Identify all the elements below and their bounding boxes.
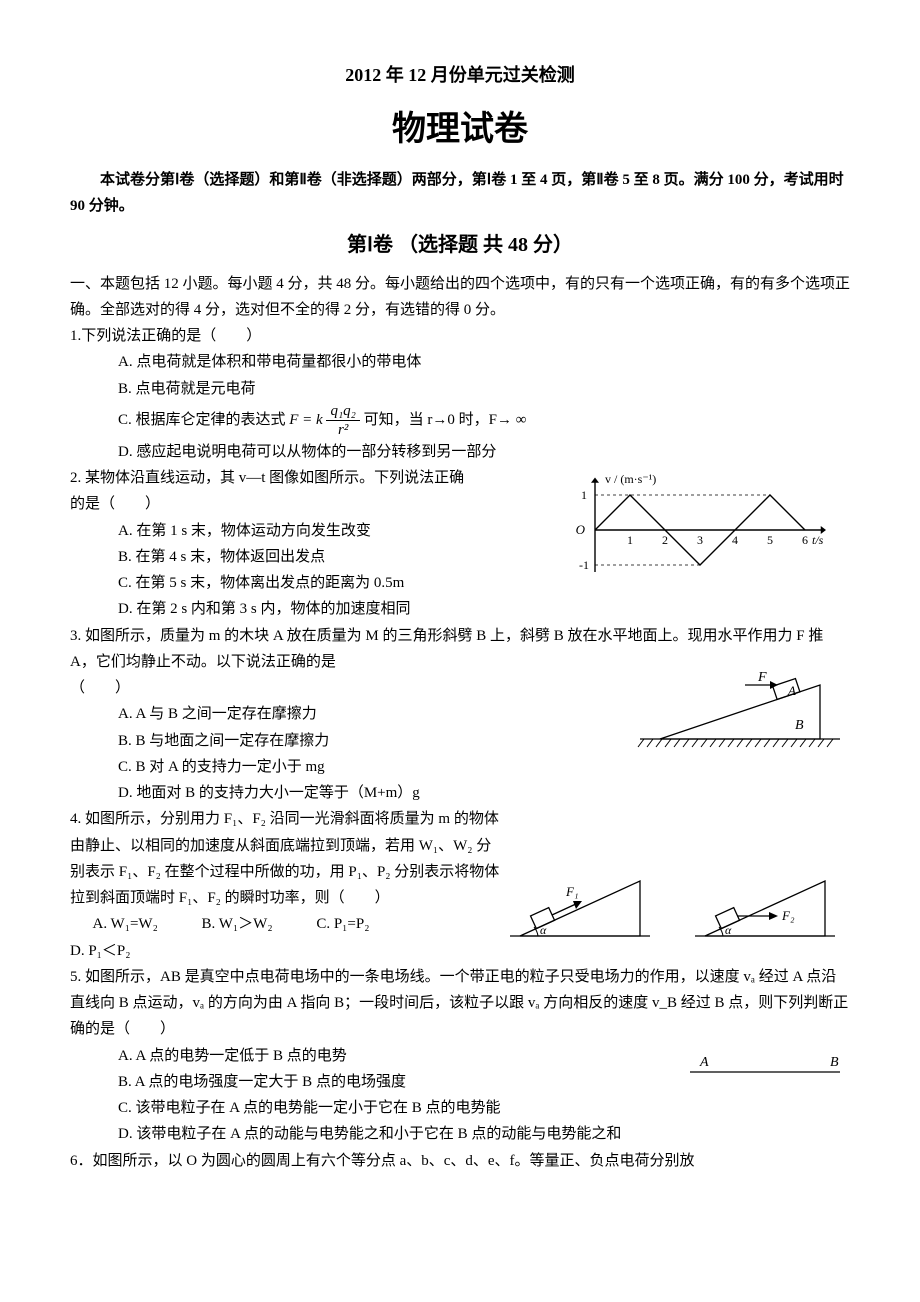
section-title: 第Ⅰ卷 （选择题 共 48 分） bbox=[70, 228, 850, 263]
svg-text:6: 6 bbox=[802, 533, 808, 547]
q2: 2. 某物体沿直线运动，其 v—t 图像如图所示。下列说法正确 的是（ ） A.… bbox=[70, 465, 850, 623]
q1: 1.下列说法正确的是（ ） A. 点电荷就是体积和带电荷量都很小的带电体 B. … bbox=[70, 323, 850, 465]
q4-options-line: A. W₁=W₂ B. W₁＞W₂ C. P₁=P₂ bbox=[93, 911, 501, 937]
q2-stem2: 的是（ ） bbox=[70, 491, 500, 517]
q4: 4. 如图所示，分别用力 F₁、F₂ 沿同一光滑斜面将质量为 m 的物体由静止、… bbox=[70, 806, 850, 937]
q5-optD: D. 该带电粒子在 A 点的动能与电势能之和小于它在 B 点的动能与电势能之和 bbox=[118, 1121, 850, 1147]
svg-text:F₁: F₁ bbox=[565, 884, 578, 899]
q1-optC: C. 根据库仑定律的表达式 F = k q₁q₂ r² 可知，当 r→0 时，F… bbox=[118, 402, 850, 439]
q5-figure: AB bbox=[680, 1052, 850, 1082]
q1-optD: D. 感应起电说明电荷可以从物体的一部分转移到另一部分 bbox=[118, 439, 850, 465]
q4-stem: 4. 如图所示，分别用力 F₁、F₂ 沿同一光滑斜面将质量为 m 的物体由静止、… bbox=[70, 806, 500, 911]
q1-optB: B. 点电荷就是元电荷 bbox=[118, 376, 850, 402]
q3: 3. 如图所示，质量为 m 的木块 A 放在质量为 M 的三角形斜劈 B 上，斜… bbox=[70, 623, 850, 807]
svg-text:3: 3 bbox=[697, 533, 703, 547]
svg-text:1: 1 bbox=[581, 488, 587, 502]
q5-stem: 5. 如图所示，AB 是真空中点电荷电场中的一条电场线。一个带正电的粒子只受电场… bbox=[70, 964, 850, 1043]
exam-header: 2012 年 12 月份单元过关检测 物理试卷 bbox=[70, 60, 850, 159]
q1-formula-num: q₁q₂ bbox=[326, 402, 359, 421]
q2-optA: A. 在第 1 s 末，物体运动方向发生改变 bbox=[118, 518, 500, 544]
q1-C-post: 可知，当 r→0 时，F→ ∞ bbox=[364, 412, 527, 428]
svg-text:B: B bbox=[830, 1055, 839, 1070]
instructions: 一、本题包括 12 小题。每小题 4 分，共 48 分。每小题给出的四个选项中，… bbox=[70, 271, 850, 324]
svg-text:5: 5 bbox=[767, 533, 773, 547]
svg-text:1: 1 bbox=[627, 533, 633, 547]
svg-text:B: B bbox=[795, 718, 804, 733]
q2-optC: C. 在第 5 s 末，物体离出发点的距离为 0.5m bbox=[118, 570, 500, 596]
svg-text:A: A bbox=[787, 683, 796, 698]
svg-text:A: A bbox=[699, 1055, 709, 1070]
q1-optA: A. 点电荷就是体积和带电荷量都很小的带电体 bbox=[118, 349, 850, 375]
q4-optB: B. W₁＞W₂ bbox=[202, 911, 273, 937]
q4-optC: C. P₁=P₂ bbox=[316, 911, 369, 937]
q5: 5. 如图所示，AB 是真空中点电荷电场中的一条电场线。一个带正电的粒子只受电场… bbox=[70, 964, 850, 1148]
svg-text:t/s: t/s bbox=[812, 533, 824, 547]
header-line1: 2012 年 12 月份单元过关检测 bbox=[70, 60, 850, 92]
svg-text:F: F bbox=[757, 670, 767, 685]
header-line2: 物理试卷 bbox=[70, 100, 850, 160]
q5-optC: C. 该带电粒子在 A 点的电势能一定小于它在 B 点的电势能 bbox=[118, 1095, 850, 1121]
q3-optD: D. 地面对 B 的支持力大小一定等于（M+m）g bbox=[118, 780, 850, 806]
q2-stem1: 2. 某物体沿直线运动，其 v—t 图像如图所示。下列说法正确 bbox=[70, 465, 500, 491]
q2-figure: 1 2 3 4 5 6 1 -1 Ov / (m·s⁻¹) t/s bbox=[560, 465, 850, 595]
intro-text: 本试卷分第Ⅰ卷（选择题）和第Ⅱ卷（非选择题）两部分，第Ⅰ卷 1 至 4 页，第Ⅱ… bbox=[70, 167, 850, 220]
svg-text:-1: -1 bbox=[579, 558, 589, 572]
q4-figure: αF₁αF₂ bbox=[510, 866, 850, 946]
q6: 6．如图所示，以 O 为圆心的圆周上有六个等分点 a、b、c、d、e、f。等量正… bbox=[70, 1148, 850, 1174]
q1-formula-den: r² bbox=[326, 421, 359, 439]
svg-text:4: 4 bbox=[732, 533, 738, 547]
svg-text:v / (m·s⁻¹): v / (m·s⁻¹) bbox=[605, 472, 656, 486]
q4-optA: A. W₁=W₂ bbox=[93, 911, 158, 937]
q1-formula-frac: q₁q₂ r² bbox=[326, 402, 359, 439]
svg-text:F₂: F₂ bbox=[781, 908, 795, 923]
q3-figure: F A B bbox=[630, 667, 850, 777]
q2-optD: D. 在第 2 s 内和第 3 s 内，物体的加速度相同 bbox=[118, 596, 500, 622]
q2-optB: B. 在第 4 s 末，物体返回出发点 bbox=[118, 544, 500, 570]
svg-text:O: O bbox=[576, 522, 586, 537]
q1-formula-left: F = k bbox=[289, 412, 322, 428]
q1-C-pre: C. 根据库仑定律的表达式 bbox=[118, 412, 286, 428]
q1-stem: 1.下列说法正确的是（ ） bbox=[70, 323, 850, 349]
svg-text:2: 2 bbox=[662, 533, 668, 547]
q6-stem: 6．如图所示，以 O 为圆心的圆周上有六个等分点 a、b、c、d、e、f。等量正… bbox=[70, 1148, 850, 1174]
